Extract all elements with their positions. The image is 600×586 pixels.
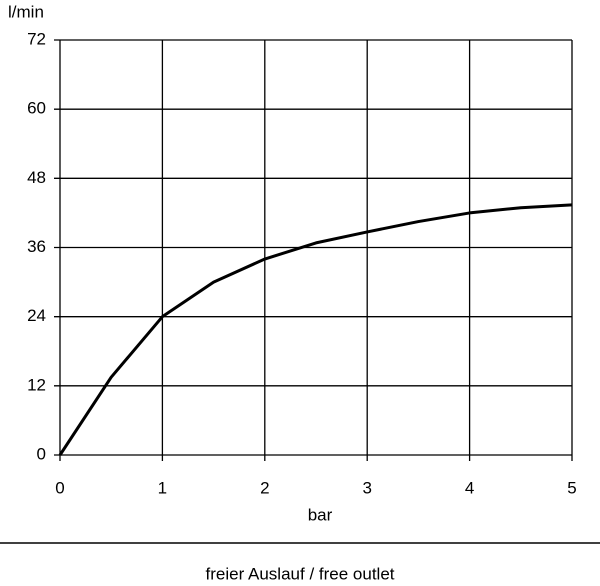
- y-tick-label: 0: [37, 444, 46, 463]
- x-tick-label: 4: [465, 478, 474, 497]
- x-axis-label: bar: [308, 505, 333, 524]
- y-tick-label: 48: [27, 168, 46, 187]
- y-axis-label: l/min: [8, 2, 44, 21]
- y-tick-label: 36: [27, 237, 46, 256]
- y-tick-label: 24: [27, 306, 46, 325]
- data-line: [58, 203, 573, 456]
- x-tick-label: 0: [55, 478, 64, 497]
- x-tick-label: 5: [567, 478, 576, 497]
- y-tick-label: 60: [27, 99, 46, 118]
- caption: freier Auslauf / free outlet: [206, 564, 395, 583]
- x-tick-label: 1: [158, 478, 167, 497]
- x-tick-label: 3: [362, 478, 371, 497]
- y-tick-label: 72: [27, 29, 46, 48]
- x-tick-label: 2: [260, 478, 269, 497]
- y-tick-label: 12: [27, 375, 46, 394]
